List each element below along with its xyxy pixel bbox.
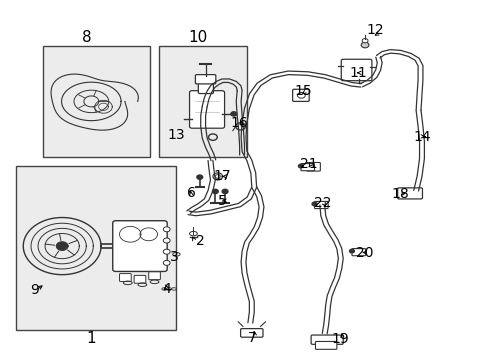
FancyBboxPatch shape [198,81,213,94]
FancyBboxPatch shape [189,91,224,128]
FancyBboxPatch shape [351,249,365,256]
FancyBboxPatch shape [314,202,327,208]
Circle shape [362,39,367,43]
Circle shape [197,175,202,179]
Text: 1: 1 [86,332,96,346]
Text: 9: 9 [30,283,39,297]
Text: 3: 3 [169,250,178,264]
Text: 15: 15 [293,84,311,98]
Text: 19: 19 [331,332,349,346]
Bar [42,46,149,157]
Text: 6: 6 [186,185,195,199]
Circle shape [212,189,218,194]
FancyBboxPatch shape [341,59,371,81]
Circle shape [361,42,368,48]
Text: 5: 5 [218,194,226,208]
Circle shape [298,164,303,168]
Circle shape [230,112,236,116]
Circle shape [311,202,316,206]
Text: 16: 16 [230,116,248,130]
Bar [159,46,246,157]
Text: 22: 22 [313,196,330,210]
Text: 8: 8 [81,30,91,45]
Circle shape [163,227,170,232]
FancyBboxPatch shape [306,162,320,171]
Circle shape [57,243,67,249]
FancyBboxPatch shape [397,188,422,199]
FancyBboxPatch shape [300,163,314,171]
FancyBboxPatch shape [240,329,263,337]
Text: 10: 10 [188,30,207,45]
Circle shape [163,260,170,265]
Circle shape [349,249,354,253]
Circle shape [163,249,170,254]
Text: 13: 13 [167,129,185,142]
Text: 7: 7 [247,331,256,345]
Circle shape [222,189,227,194]
FancyBboxPatch shape [134,275,145,283]
Text: 20: 20 [356,246,373,260]
Bar [16,166,176,330]
FancyBboxPatch shape [292,89,308,102]
FancyBboxPatch shape [310,335,343,344]
Text: 18: 18 [390,187,408,201]
Text: 21: 21 [300,157,317,171]
Circle shape [212,173,222,180]
Text: 2: 2 [196,234,204,248]
FancyBboxPatch shape [113,221,167,271]
FancyBboxPatch shape [119,274,131,282]
Text: 11: 11 [349,66,367,80]
Text: 14: 14 [412,130,430,144]
Text: 12: 12 [365,23,383,37]
Circle shape [163,238,170,243]
Circle shape [215,175,220,178]
FancyBboxPatch shape [148,272,160,280]
Text: 4: 4 [162,282,171,296]
FancyBboxPatch shape [195,75,215,84]
Text: 17: 17 [213,170,231,184]
FancyBboxPatch shape [315,342,336,349]
